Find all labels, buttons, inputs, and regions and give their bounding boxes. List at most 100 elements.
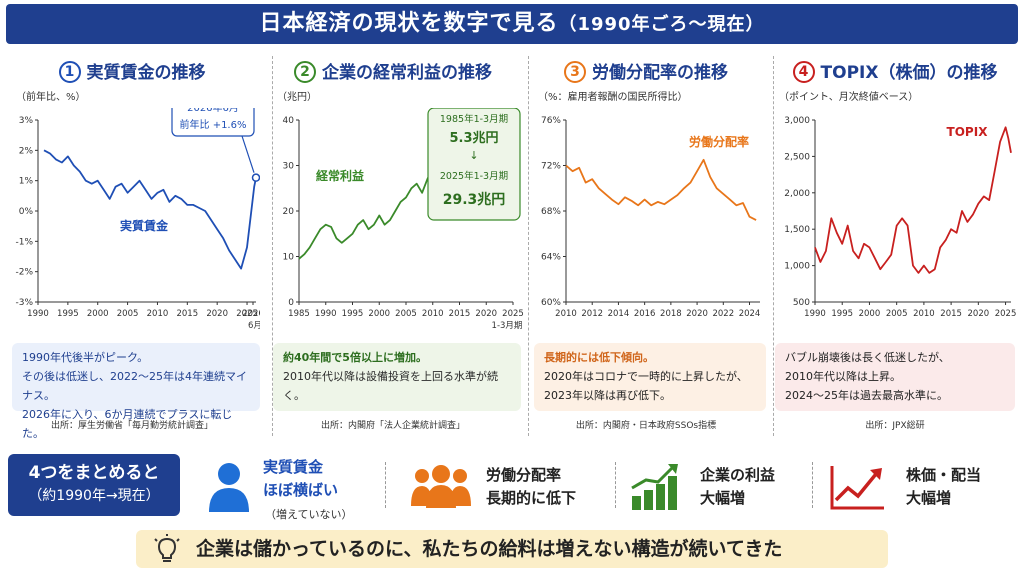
summary-title: 4つをまとめると — [28, 463, 160, 483]
x-tick-label: 2014 — [608, 309, 630, 319]
panel-title-text: 企業の経常利益の推移 — [322, 63, 492, 83]
x-tick-label: 1995 — [57, 309, 79, 319]
summary-label: 企業の利益 大幅増 — [700, 464, 775, 510]
panel-number: 3 — [564, 61, 586, 83]
summary-item-profit: 企業の利益 大幅増 — [630, 458, 810, 518]
divider — [272, 56, 273, 436]
series-label: 実質賃金 — [120, 218, 169, 233]
note-line: 2010年代以降は設備投資を上回る水準が続く。 — [283, 370, 498, 402]
x-tick-label: 1995 — [342, 309, 364, 319]
x-tick-label: 2025 — [995, 309, 1017, 319]
callout-arrow: ↓ — [469, 149, 478, 162]
x-tick-label: 1990 — [315, 309, 337, 319]
panel-number: 4 — [792, 61, 815, 83]
note-line: 約40年間で5倍以上に増加。 — [283, 351, 427, 364]
y-tick-label: 72% — [541, 162, 561, 172]
y-tick-label: 10 — [283, 253, 295, 263]
summary-label: 労働分配率 長期的に低下 — [486, 464, 576, 510]
panel-title: 3 労働分配率の推移 — [526, 58, 766, 83]
x-tick-label: 2024 — [739, 309, 761, 319]
x-tick-label: 2020 — [968, 309, 990, 319]
summary-label-line: ほぼ横ばい — [263, 481, 339, 499]
panel-corporate-profit: 2 企業の経常利益の推移 （兆円） 40 30 20 10 0 1985 1990 1995 20… — [265, 50, 524, 440]
series-line — [814, 126, 1012, 274]
summary-box: 4つをまとめると （約1990年→現在） — [8, 454, 180, 516]
summary-note: （増えていない） — [265, 508, 353, 521]
summary-item-wages: 実質賃金 ほぼ横ばい （増えていない） — [205, 458, 380, 521]
summary-label-line: 大幅増 — [700, 489, 746, 507]
source-label: 出所：厚生労働省「毎月勤労統計調査」 — [50, 421, 213, 431]
divider — [812, 462, 813, 508]
x-tick-label: 2000 — [859, 309, 881, 319]
x-tick-label: 1995 — [831, 309, 853, 319]
x-tick-label: 2016 — [634, 309, 656, 319]
panel-title: 2 企業の経常利益の推移 — [265, 58, 521, 83]
x-tick-label: 2015 — [176, 309, 198, 319]
x-tick-label: 2012 — [581, 309, 603, 319]
x-tick-label: 2010 — [913, 309, 935, 319]
series-line — [565, 158, 757, 221]
callout-text: 2025年1-3月期 — [440, 170, 508, 182]
y-tick-label: 76% — [541, 116, 561, 126]
series-line — [298, 168, 434, 260]
summary-label-line: 実質賃金 — [263, 458, 324, 476]
title-sub: （1990年ごろ～現在） — [558, 14, 765, 35]
x-tick-label: 2018 — [660, 309, 682, 319]
y-tick-label: 3,000 — [784, 116, 810, 126]
source-label: 出所：内閣府「法人企業統計調査」 — [320, 421, 465, 431]
y-tick-label: 2,000 — [784, 189, 810, 199]
summary-label: 株価・配当 大幅増 — [906, 464, 981, 510]
panel-title-text: 実質賃金の推移 — [86, 63, 206, 83]
note-line: 2023年以降は再び低下。 — [544, 389, 671, 402]
panel-number: 1 — [58, 61, 81, 83]
note-line: 2010年代以降は上昇。 — [785, 370, 901, 383]
note-line: 1990年代後半がピーク。 — [22, 351, 149, 364]
unit-label: （兆円） — [277, 92, 317, 103]
x-tick-label: 2020 — [686, 309, 708, 319]
end-point-marker — [251, 173, 260, 182]
title-main: 日本経済の現状を数字で見る — [259, 11, 559, 36]
y-tick-label: 20 — [283, 207, 295, 217]
x-tick-label: 2025 — [236, 309, 258, 319]
y-tick-label: 68% — [541, 207, 561, 217]
y-tick-label: -2% — [15, 268, 33, 278]
callout-value: 29.3兆円 — [443, 192, 506, 208]
divider — [528, 56, 529, 436]
bar-growth-icon — [631, 464, 678, 510]
x-tick-label: 2000 — [87, 309, 109, 319]
unit-label: （%：雇用者報酬の国民所得比） — [538, 92, 688, 103]
note-box: 長期的には低下傾向。 2020年はコロナで一時的に上昇したが、 2023年以降は… — [534, 343, 766, 411]
note-line: その後は低迷し、2022～25年は4年連続マイナス。 — [22, 370, 247, 402]
y-tick-label: 1,000 — [784, 262, 810, 272]
callout-box — [427, 108, 521, 221]
summary-label-line: 株価・配当 — [906, 466, 982, 484]
summary-label-line: 企業の利益 — [700, 466, 776, 484]
x-tick-label: 2020 — [206, 309, 228, 319]
group-icon — [411, 465, 471, 508]
panel-title: 4 TOPIX（株価）の推移 — [767, 58, 1023, 83]
x-tick-label: 2005 — [117, 309, 139, 319]
divider — [773, 56, 774, 436]
panel-title: 1 実質賃金の推移 — [4, 58, 260, 83]
x-tick-label: 2010 — [555, 309, 577, 319]
y-tick-label: 500 — [793, 298, 810, 308]
y-tick-label: 40 — [283, 116, 295, 126]
y-tick-label: 0% — [19, 207, 34, 217]
unit-label: （前年比、%） — [16, 92, 86, 103]
x-end-label: 6月 — [248, 321, 260, 331]
callout-text: 2026年6月 — [187, 108, 239, 114]
x-tick-label: 1990 — [27, 309, 49, 319]
panel-number: 2 — [294, 61, 316, 83]
x-tick-label: 2025 — [502, 309, 524, 319]
x-tick-label: 2026 — [242, 309, 260, 319]
conclusion-banner: 企業は儲かっているのに、私たちの給料は増えない構造が続いてきた — [136, 530, 888, 568]
x-tick-label: 2020 — [475, 309, 497, 319]
summary-label-line: 長期的に低下 — [486, 489, 577, 507]
source-label: 出所：JPX総研 — [865, 421, 925, 431]
note-line: 長期的には低下傾向。 — [544, 351, 654, 364]
x-tick-label: 1990 — [804, 309, 826, 319]
series-line — [43, 149, 257, 270]
y-tick-label: -1% — [15, 237, 33, 247]
